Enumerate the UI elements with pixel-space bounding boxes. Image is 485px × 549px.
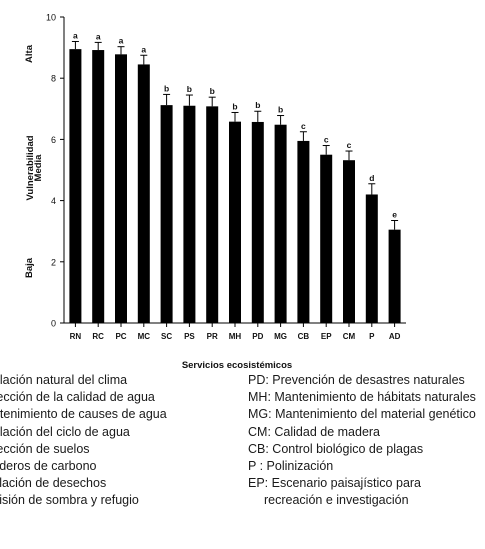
- bar: [343, 160, 355, 323]
- legend-item: EP: Escenario paisajístico para: [248, 476, 422, 491]
- significance-letter: e: [392, 209, 397, 219]
- bar: [274, 124, 287, 323]
- significance-letter: b: [232, 101, 237, 111]
- legend-item: MG: Mantenimiento del material genético: [248, 407, 476, 422]
- significance-letter: a: [141, 44, 146, 54]
- chart-labels: a RN a RC a PC a MC b SC b PS b PR b MH b PD b MG c CB c EP c CM d…: [24, 30, 401, 370]
- legend-left: gulación natural del clima otección de l…: [0, 372, 167, 510]
- y-tick-label: 4: [51, 196, 56, 206]
- significance-letter: b: [278, 105, 283, 115]
- legend-item: PD: Prevención de desastres naturales: [248, 373, 465, 387]
- y-region-label: Baja: [24, 257, 35, 278]
- significance-letter: a: [96, 31, 101, 41]
- y-axis-title: Vulnerabilidad: [25, 135, 36, 200]
- significance-letter: b: [187, 84, 192, 94]
- y-tick-label: 6: [51, 135, 56, 145]
- legend-item: otección de la calidad de agua: [0, 390, 155, 405]
- x-tick-label: EP: [321, 332, 332, 341]
- x-tick-label: PC: [115, 332, 126, 341]
- bar: [206, 106, 219, 324]
- legend-item: ovisión de sombra y refugio: [0, 493, 139, 508]
- significance-letter: b: [164, 83, 169, 93]
- legend-item: antenimiento de causes de agua: [0, 407, 167, 422]
- legend-item: milación de desechos: [0, 476, 107, 491]
- x-tick-label: RN: [70, 332, 82, 341]
- x-tick-label: PS: [184, 332, 195, 341]
- x-tick-label: PR: [207, 332, 218, 341]
- legend-item: mideros de carbono: [0, 459, 97, 474]
- legend-item: CB: Control biológico de plagas: [248, 441, 424, 456]
- y-tick-label: 2: [51, 257, 56, 267]
- legend-item: gulación del ciclo de agua: [0, 424, 130, 439]
- x-tick-label: SC: [161, 332, 172, 341]
- significance-letter: d: [369, 173, 374, 183]
- bar: [115, 54, 127, 323]
- chart-bars: [69, 40, 401, 324]
- x-tick-label: MG: [274, 332, 287, 341]
- y-region-label: Alta: [24, 44, 35, 63]
- bar: [388, 229, 401, 323]
- bar-chart: 0 2 4 6 8 10 a RN a RC a PC a MC b SC b PS b PR b MH b PD b MG c C…: [24, 13, 406, 370]
- bar: [183, 105, 196, 324]
- x-tick-label: RC: [92, 332, 104, 341]
- y-region-label: Media: [33, 154, 44, 182]
- legend-item: otección de suelos: [0, 441, 90, 456]
- significance-letter: b: [210, 86, 215, 96]
- significance-letter: c: [347, 140, 352, 150]
- x-tick-label: P: [369, 332, 375, 341]
- x-axis-title: Servicios ecosistémicos: [182, 360, 292, 370]
- bar: [251, 121, 264, 323]
- bar: [69, 49, 82, 323]
- legend-item: gulación natural del clima: [0, 373, 128, 387]
- bar: [92, 50, 105, 323]
- legend-item: P : Polinización: [248, 459, 334, 474]
- legend-right: PD: Prevención de desastres naturales MH…: [248, 372, 476, 510]
- bar: [229, 121, 241, 323]
- legend-item: CM: Calidad de madera: [248, 424, 381, 439]
- x-tick-label: AD: [389, 332, 401, 341]
- x-tick-label: PD: [252, 332, 263, 341]
- legend-item: MH: Mantenimiento de hábitats naturales: [248, 390, 476, 405]
- x-tick-label: MH: [229, 332, 242, 341]
- x-tick-label: MC: [138, 332, 151, 341]
- x-tick-label: CM: [343, 332, 356, 341]
- bar: [160, 105, 173, 324]
- significance-letter: a: [119, 36, 124, 46]
- legend-item: recreación e investigación: [264, 493, 409, 508]
- significance-letter: b: [255, 100, 260, 110]
- bar: [137, 64, 150, 324]
- significance-letter: c: [301, 121, 306, 131]
- significance-letter: c: [324, 135, 329, 145]
- y-tick-label: 8: [51, 74, 56, 84]
- y-tick-label: 0: [51, 319, 56, 329]
- significance-letter: a: [73, 30, 78, 40]
- bar: [320, 154, 333, 323]
- y-tick-label: 10: [46, 13, 56, 23]
- bar: [365, 194, 378, 323]
- bar: [297, 140, 310, 323]
- x-tick-label: CB: [298, 332, 310, 341]
